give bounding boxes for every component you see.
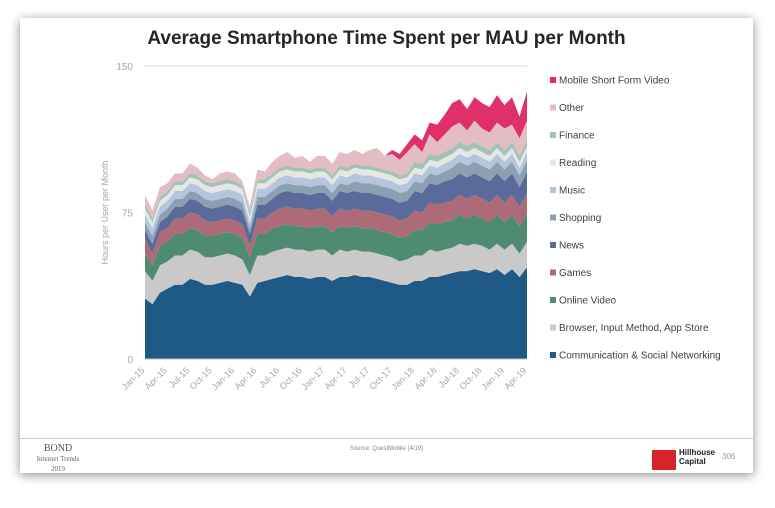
bond-logo-text: BOND (43, 443, 73, 454)
legend-swatch (550, 187, 556, 193)
hillhouse-logo-line2: Capital (679, 457, 706, 466)
legend-label: Online Video (559, 296, 617, 307)
slide: Average Smartphone Time Spent per MAU pe… (20, 18, 753, 473)
legend-swatch (550, 104, 556, 111)
area-finance (145, 140, 527, 223)
area-browser-input-method-app-store (145, 241, 527, 305)
bond-logo: BOND Internet Trends 2019 (28, 444, 88, 474)
y-tick-label: 0 (127, 355, 133, 366)
legend-label: Finance (559, 131, 595, 142)
hillhouse-logo-line1: Hillhouse (679, 448, 716, 457)
x-tick-label: Apr-19 (502, 365, 528, 391)
area-online-video (145, 212, 527, 281)
legend-swatch (550, 159, 556, 166)
x-tick-label: Jan-17 (300, 365, 327, 392)
x-tick-label: Jan-19 (479, 365, 506, 392)
area-other (145, 120, 527, 219)
page-number: 306 (722, 452, 736, 461)
legend-label: News (559, 241, 584, 252)
source-note: Source: QuestMobile (4/19) (349, 446, 424, 452)
x-tick-label: Jul-18 (437, 365, 461, 389)
x-tick-label: Oct-17 (367, 365, 393, 391)
legend-label: Mobile Short Form Video (559, 76, 670, 87)
legend-swatch (550, 352, 556, 358)
legend-label: Games (559, 268, 591, 279)
x-tick-label: Jul-15 (167, 365, 191, 389)
x-tick-label: Jul-16 (257, 365, 281, 389)
x-tick-label: Jan-16 (210, 365, 237, 392)
area-music (145, 151, 527, 236)
legend-swatch (550, 77, 556, 83)
x-tick-label: Apr-18 (412, 365, 438, 391)
legend-swatch (550, 297, 556, 303)
legend-swatch (550, 242, 556, 248)
legend-swatch (550, 269, 556, 276)
legend-label: Reading (559, 158, 596, 169)
area-reading (145, 146, 527, 229)
y-tick-label: 75 (122, 209, 134, 220)
x-tick-label: Oct-16 (278, 365, 304, 391)
legend-label: Communication & Social Networking (559, 351, 721, 362)
x-tick-label: Apr-17 (322, 365, 348, 391)
x-tick-label: Jul-17 (347, 365, 371, 389)
legend-label: Other (559, 103, 585, 114)
legend-label: Shopping (559, 213, 601, 224)
legend-swatch (550, 214, 556, 221)
area-shopping (145, 159, 527, 244)
x-tick-label: Apr-15 (143, 365, 169, 391)
x-tick-label: Apr-16 (233, 365, 259, 391)
area-games (145, 192, 527, 266)
bond-logo-subtitle: Internet Trends (36, 455, 80, 463)
legend-swatch (550, 324, 556, 331)
area-news (145, 171, 527, 254)
area-communication-social-networking (145, 267, 527, 359)
x-tick-label: Jan-18 (390, 365, 417, 392)
legend-label: Music (559, 186, 585, 197)
legend-label: Browser, Input Method, App Store (559, 323, 709, 334)
x-tick-label: Jan-15 (120, 365, 147, 392)
hillhouse-logo-icon (652, 450, 676, 470)
y-tick-label: 150 (116, 62, 133, 73)
x-tick-label: Oct-15 (188, 365, 214, 391)
x-tick-label: Oct-18 (457, 365, 483, 391)
bond-logo-year: 2019 (51, 465, 65, 473)
y-axis-label: Hours per User per Month (100, 160, 110, 264)
chart-title: Average Smartphone Time Spent per MAU pe… (147, 28, 626, 49)
footer-divider (20, 438, 753, 439)
hillhouse-logo-text: Hillhouse Capital (679, 448, 715, 466)
legend-swatch (550, 132, 556, 138)
